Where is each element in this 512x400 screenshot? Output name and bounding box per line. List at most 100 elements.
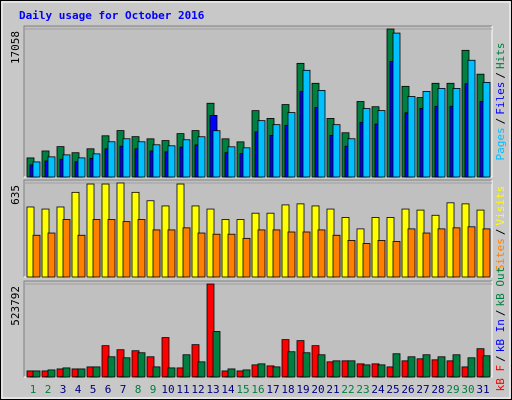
bar (242, 147, 251, 178)
x-tick-label: 17 (266, 383, 279, 396)
bar (152, 366, 161, 378)
bar (62, 367, 71, 378)
bar (62, 219, 71, 278)
bar (227, 146, 236, 178)
bar (77, 368, 86, 378)
bar (347, 240, 356, 278)
legend-entry: kB Out (494, 267, 507, 307)
bar (332, 234, 341, 278)
bar (407, 356, 416, 378)
bar (467, 357, 476, 378)
x-tick-label: 6 (105, 383, 112, 396)
bar (137, 219, 146, 278)
bar (422, 354, 431, 378)
bar (452, 354, 461, 378)
bar (92, 366, 101, 378)
bar (317, 354, 326, 378)
bar (437, 228, 446, 278)
bar (212, 233, 221, 278)
bar (272, 124, 281, 178)
x-tick-label: 31 (476, 383, 489, 396)
bar (377, 110, 386, 178)
x-tick-label: 27 (416, 383, 429, 396)
x-tick-label: 5 (90, 383, 97, 396)
bar (182, 227, 191, 278)
bar (107, 219, 116, 278)
bar (287, 112, 296, 178)
x-tick-label: 15 (236, 383, 249, 396)
bar (107, 141, 116, 178)
bar (182, 139, 191, 178)
bar (272, 366, 281, 378)
bar (197, 232, 206, 278)
chart-title: Daily usage for October 2016 (19, 9, 205, 22)
bar (452, 227, 461, 278)
x-tick-label: 9 (150, 383, 157, 396)
y-tick-label: 17058 (9, 31, 22, 64)
x-tick-label: 30 (461, 383, 474, 396)
legend-entry: Visits (494, 186, 507, 226)
bar (257, 120, 266, 178)
bar (32, 234, 41, 278)
bar (302, 69, 311, 178)
bar (77, 234, 86, 278)
x-tick-label: 26 (401, 383, 414, 396)
bar (47, 232, 56, 278)
bar (137, 141, 146, 178)
legend: kB F / kB In / kB Out (494, 267, 507, 392)
x-tick-label: 24 (371, 383, 385, 396)
bar (407, 96, 416, 178)
bar (302, 352, 311, 378)
bar (377, 240, 386, 278)
bar (122, 357, 131, 378)
bar (392, 32, 401, 178)
bar (257, 363, 266, 378)
bar (212, 130, 221, 178)
bar (467, 59, 476, 178)
bar (152, 229, 161, 278)
x-tick-label: 18 (281, 383, 294, 396)
bar (302, 231, 311, 278)
x-tick-label: 2 (45, 383, 52, 396)
x-tick-label: 8 (135, 383, 142, 396)
bar (71, 191, 80, 278)
x-tick-label: 10 (161, 383, 174, 396)
bar (257, 229, 266, 278)
bar (32, 370, 41, 378)
x-tick-label: 16 (251, 383, 264, 396)
x-tick-label: 1 (30, 383, 37, 396)
bar (392, 353, 401, 378)
bar (287, 231, 296, 278)
bar (467, 226, 476, 278)
bar (47, 369, 56, 378)
bar (152, 144, 161, 178)
legend-entry: Pages (494, 127, 507, 160)
legend-entry: Hits (494, 43, 507, 70)
bar (92, 219, 101, 278)
bar (92, 153, 101, 178)
bar (362, 108, 371, 178)
x-tick-label: 12 (191, 383, 204, 396)
legend: Sites / Visits (494, 186, 507, 272)
bar (47, 156, 56, 178)
bar (107, 356, 116, 378)
legend-separator: / (494, 229, 507, 236)
bar (347, 360, 356, 378)
x-tick-label: 3 (60, 383, 67, 396)
bar (167, 367, 176, 378)
x-tick-label: 20 (311, 383, 324, 396)
bar (227, 368, 236, 378)
legend-entry: Files (494, 82, 507, 115)
legend-separator: / (494, 72, 507, 79)
panel-edge (23, 25, 492, 177)
bar (422, 232, 431, 278)
bar (332, 360, 341, 378)
bar (167, 229, 176, 278)
bar (437, 356, 446, 378)
legend-entry: kB F (494, 365, 507, 392)
legend: Pages / Files / Hits (494, 43, 507, 161)
legend-entry: Sites (494, 238, 507, 271)
bar (137, 352, 146, 378)
